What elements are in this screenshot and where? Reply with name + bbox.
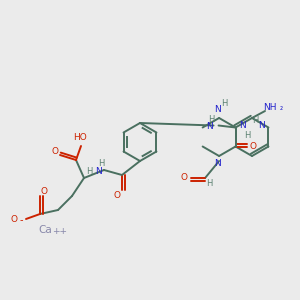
Text: N: N	[239, 121, 246, 130]
Text: ₂: ₂	[279, 103, 283, 112]
Text: H: H	[98, 158, 104, 167]
Text: N: N	[96, 167, 102, 176]
Text: O: O	[11, 215, 17, 224]
Text: O: O	[52, 146, 58, 155]
Text: ++: ++	[52, 227, 68, 236]
Text: N: N	[214, 106, 220, 115]
Text: H: H	[221, 100, 227, 109]
Text: O: O	[40, 187, 47, 196]
Text: H: H	[244, 131, 251, 140]
Text: H: H	[252, 116, 259, 125]
Text: NH: NH	[263, 103, 277, 112]
Text: HO: HO	[73, 134, 87, 142]
Text: O: O	[249, 142, 256, 151]
Text: Ca: Ca	[38, 225, 52, 235]
Text: H: H	[208, 115, 215, 124]
Text: H: H	[206, 179, 212, 188]
Text: -: -	[19, 215, 23, 225]
Text: O: O	[113, 190, 121, 200]
Text: N: N	[214, 160, 220, 169]
Text: H: H	[86, 167, 92, 176]
Text: N: N	[258, 121, 265, 130]
Text: N: N	[206, 122, 213, 131]
Text: O: O	[181, 173, 188, 182]
